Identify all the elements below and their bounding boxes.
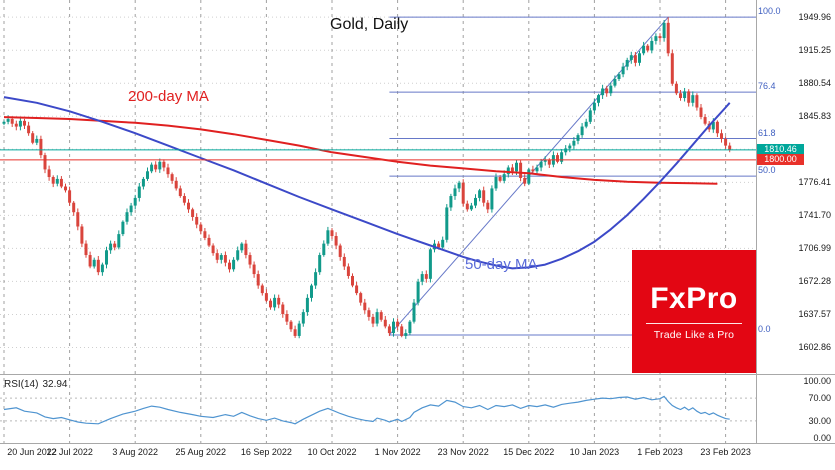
pane-borders bbox=[0, 0, 835, 444]
fib-level-label: 50.0 bbox=[758, 165, 776, 176]
date-label: 1 Feb 2023 bbox=[637, 447, 683, 457]
price-axis-label: 1741.70 bbox=[798, 210, 831, 221]
ma200-line bbox=[3, 116, 718, 185]
price-axis-label: 1776.41 bbox=[798, 177, 831, 188]
date-label: 23 Nov 2022 bbox=[437, 447, 489, 457]
fxpro-logo-divider bbox=[646, 323, 742, 324]
date-label: 12 Jul 2022 bbox=[46, 447, 93, 457]
rsi-axis-label: 0.00 bbox=[813, 433, 831, 443]
fib-level-label: 61.8 bbox=[758, 127, 776, 138]
candlestick-series bbox=[2, 17, 732, 339]
date-label: 20 Jun 2022 bbox=[7, 447, 57, 457]
fib-level-label: 100.0 bbox=[758, 6, 781, 17]
date-label: 1 Nov 2022 bbox=[374, 447, 421, 457]
price-badge: 1800.00 bbox=[757, 154, 804, 166]
ma200-label: 200-day MA bbox=[128, 88, 209, 105]
chart-title: Gold, Daily bbox=[330, 16, 409, 33]
price-axis-label: 1915.25 bbox=[798, 45, 831, 56]
price-axis-label: 1949.96 bbox=[798, 12, 831, 23]
price-axis-label: 1880.54 bbox=[798, 78, 831, 89]
fxpro-logo: FxPro Trade Like a Pro bbox=[632, 250, 756, 373]
fxpro-logo-tagline: Trade Like a Pro bbox=[653, 329, 735, 341]
price-axis-label: 1672.28 bbox=[798, 276, 831, 287]
rsi-indicator-label: RSI(14) 32.94 bbox=[4, 379, 70, 390]
fxpro-logo-text: FxPro bbox=[650, 282, 738, 315]
rsi-line bbox=[3, 395, 730, 425]
date-label: 3 Aug 2022 bbox=[112, 447, 158, 457]
ma50-label: 50-day MA bbox=[465, 256, 538, 273]
fib-level-label: 76.4 bbox=[758, 81, 776, 92]
date-label: 10 Jan 2023 bbox=[569, 447, 620, 457]
date-label: 25 Aug 2022 bbox=[175, 447, 227, 457]
fib-level-label: 0.0 bbox=[758, 323, 771, 334]
date-label: 23 Feb 2023 bbox=[700, 447, 751, 457]
rsi-axis-label: 30.00 bbox=[808, 415, 831, 426]
price-axis-label: 1637.57 bbox=[798, 309, 831, 320]
price-axis-label: 1602.86 bbox=[798, 342, 831, 353]
date-label: 16 Sep 2022 bbox=[240, 447, 292, 457]
date-label: 15 Dec 2022 bbox=[503, 447, 555, 457]
ma50-line bbox=[3, 96, 731, 270]
rsi-axis-label: 100.00 bbox=[803, 376, 831, 386]
price-axis-label: 1845.83 bbox=[798, 111, 831, 122]
rsi-name: RSI(14) bbox=[4, 379, 39, 390]
price-badge: 1810.46 bbox=[757, 144, 804, 156]
rsi-pane bbox=[0, 395, 756, 425]
rsi-value: 32.94 bbox=[42, 379, 68, 390]
date-label: 10 Oct 2022 bbox=[307, 447, 357, 457]
rsi-axis-label: 70.00 bbox=[808, 393, 831, 404]
price-axis-label: 1706.99 bbox=[798, 243, 831, 254]
